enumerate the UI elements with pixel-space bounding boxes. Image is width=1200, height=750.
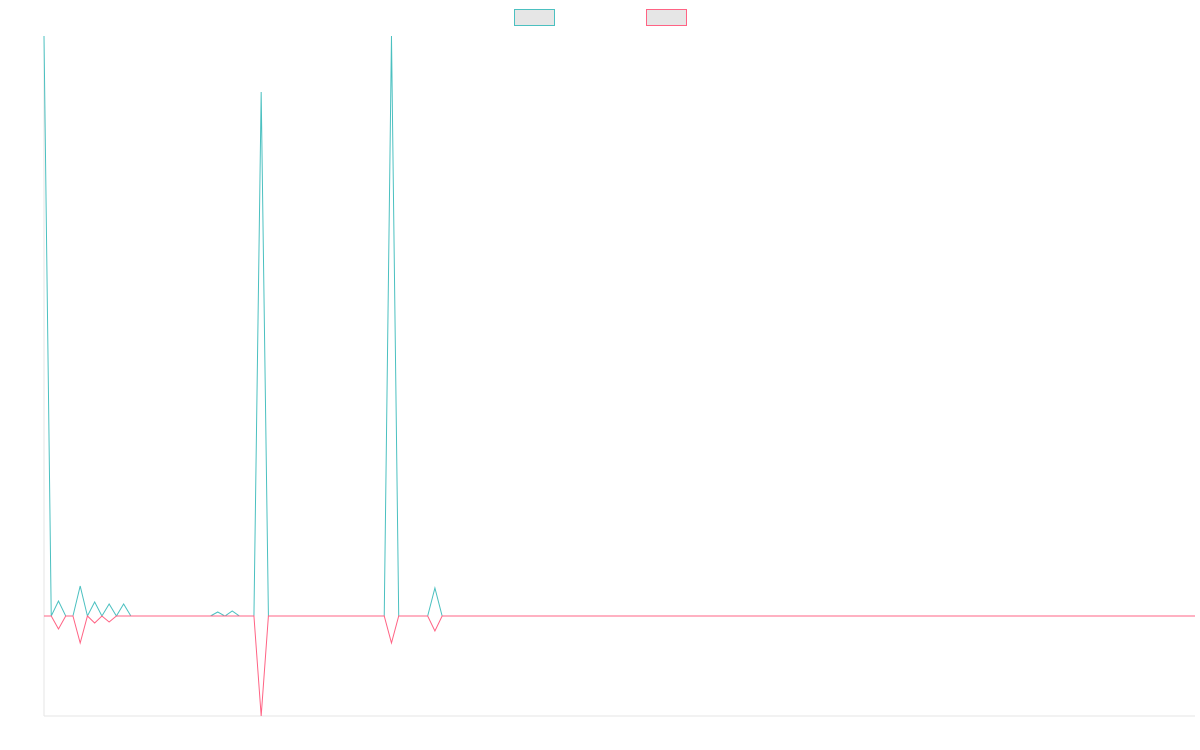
series-layer bbox=[43, 35, 1195, 717]
legend-swatch-2[interactable] bbox=[646, 9, 687, 26]
legend[interactable] bbox=[514, 9, 687, 26]
series-line-1 bbox=[43, 35, 1181, 618]
chart-axes bbox=[43, 36, 1195, 717]
legend-swatch-1[interactable] bbox=[514, 9, 555, 26]
series-line-2 bbox=[44, 615, 1195, 717]
